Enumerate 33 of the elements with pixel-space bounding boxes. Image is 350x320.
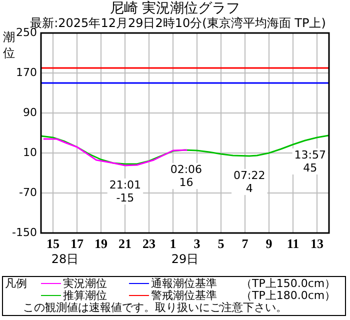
x-tick-label: 3 <box>194 236 201 252</box>
legend-label: 実況潮位 <box>63 277 107 290</box>
y-tick-label: -150 <box>12 226 37 239</box>
text: 29日 <box>171 252 199 266</box>
x-tick-label: 23 <box>142 236 156 252</box>
annotation: 02:06 16 <box>170 162 202 189</box>
legend-label: 推算潮位 <box>63 289 107 302</box>
annotation: 13:57 45 <box>294 148 326 174</box>
x-tick-label: 9 <box>266 236 273 252</box>
y-tick-label: -70 <box>19 186 37 199</box>
text: （TP上180.0cm） <box>241 289 336 302</box>
chart-title: 尼崎 実況潮位グラフ <box>110 0 240 17</box>
x-tick-label: 1 <box>170 236 176 252</box>
legend-title: 凡例 <box>5 277 28 290</box>
x-tick-label: 11 <box>286 236 300 252</box>
x-tick-label: 15 <box>46 236 60 252</box>
y-tick-label: 10 <box>23 146 37 159</box>
y-tick-label: 90 <box>23 106 37 119</box>
text: この観測値は速報値です。取り扱いにご注意下さい。 <box>23 301 287 314</box>
x-tick-label: 7 <box>242 236 249 252</box>
x-tick-label: 5 <box>218 236 225 252</box>
legend-label: 通報潮位基準 <box>151 277 217 290</box>
text: （TP上150.0cm） <box>241 277 336 290</box>
y-tick-label: 170 <box>16 66 37 79</box>
x-tick-label: 13 <box>310 236 324 252</box>
x-tick-label: 17 <box>70 236 84 252</box>
x-tick-label: 19 <box>94 236 108 252</box>
legend-label: 警戒潮位基準 <box>151 289 217 302</box>
y-axis-title: 潮位 <box>3 30 15 60</box>
text: 28日 <box>51 252 79 266</box>
annotation: 07:22 4 <box>234 168 266 195</box>
annotation: 21:01 -15 <box>109 178 142 204</box>
x-tick-label: 21 <box>118 236 132 252</box>
